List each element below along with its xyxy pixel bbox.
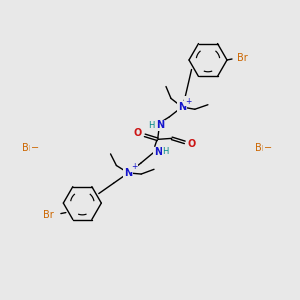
Text: +: +: [185, 97, 191, 106]
Text: Br: Br: [255, 143, 266, 153]
Text: −: −: [31, 143, 39, 153]
Text: Br: Br: [22, 143, 33, 153]
Text: O: O: [134, 128, 142, 138]
Text: H: H: [148, 121, 155, 130]
Text: N: N: [124, 168, 132, 178]
Text: N: N: [154, 147, 162, 158]
Text: +: +: [131, 162, 137, 171]
Text: H: H: [163, 147, 169, 156]
Text: −: −: [264, 143, 272, 153]
Text: O: O: [188, 140, 196, 149]
Text: N: N: [178, 102, 186, 112]
Text: Br: Br: [237, 53, 248, 63]
Text: Br: Br: [43, 210, 53, 220]
Text: N: N: [156, 120, 164, 130]
